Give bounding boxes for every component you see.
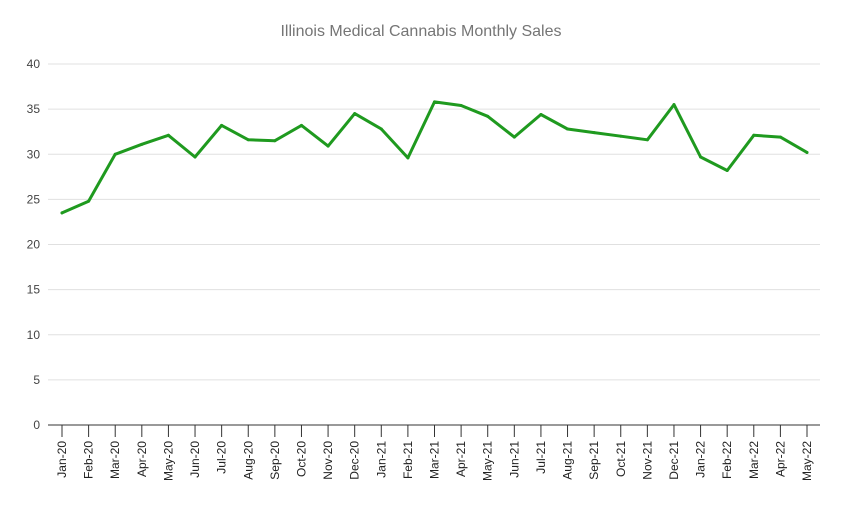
x-tick-label: Feb-22	[720, 441, 734, 479]
data-point	[619, 134, 623, 138]
y-tick-label: 10	[27, 328, 41, 342]
data-point	[672, 103, 676, 107]
data-point	[459, 104, 463, 108]
data-point	[166, 133, 170, 137]
data-point	[512, 135, 516, 139]
x-tick-label: May-20	[161, 441, 175, 481]
y-axis: 0 5 10 15 20 25 30 35 40	[27, 57, 41, 432]
data-point	[566, 127, 570, 131]
data-point	[539, 113, 543, 117]
x-tick-label: Aug-21	[561, 441, 575, 480]
data-point	[299, 123, 303, 127]
y-tick-label: 35	[27, 102, 41, 116]
x-tick-label: Mar-21	[428, 441, 442, 479]
x-tick-label: Jan-22	[694, 441, 708, 478]
y-tick-label: 30	[27, 147, 41, 161]
data-point	[645, 138, 649, 142]
x-tick-label: Mar-20	[108, 441, 122, 479]
data-point	[778, 135, 782, 139]
y-tick-label: 0	[33, 418, 40, 432]
data-point	[220, 123, 224, 127]
x-tick-label: Apr-22	[773, 441, 787, 477]
series-line	[60, 100, 809, 215]
data-point	[699, 155, 703, 159]
x-tick-label: Apr-20	[135, 441, 149, 477]
y-tick-label: 5	[33, 373, 40, 387]
y-tick-label: 40	[27, 57, 41, 71]
x-tick-label: Jun-20	[188, 441, 202, 478]
x-tick-label: Apr-21	[454, 441, 468, 477]
data-point	[60, 211, 64, 215]
x-tick-label: Oct-21	[614, 441, 628, 477]
data-point	[87, 199, 91, 203]
data-point	[725, 168, 729, 172]
gridlines	[48, 63, 820, 426]
x-tick-label: Nov-21	[640, 441, 654, 480]
data-point	[379, 127, 383, 131]
x-tick-label: Feb-20	[82, 441, 96, 479]
data-point	[406, 156, 410, 160]
x-tick-label: Dec-21	[667, 441, 681, 480]
x-tick-label: Sep-21	[587, 441, 601, 480]
x-tick-label: Nov-20	[321, 441, 335, 480]
data-point	[273, 139, 277, 143]
x-axis: Jan-20 Feb-20 Mar-20 Apr-20 May-20 Jun-20 Jul-…	[55, 425, 814, 481]
data-point	[433, 100, 436, 104]
x-tick-label: Jul-20	[215, 441, 229, 474]
x-tick-label: Mar-22	[747, 441, 761, 479]
data-point	[805, 150, 809, 154]
x-tick-label: Jun-21	[507, 441, 521, 478]
data-point	[140, 142, 144, 146]
series-layer	[60, 100, 809, 215]
x-tick-label: Jan-21	[374, 441, 388, 478]
x-tick-label: Feb-21	[401, 441, 415, 479]
y-tick-label: 25	[27, 192, 41, 206]
data-point	[326, 144, 330, 148]
x-tick-label: Jan-20	[55, 441, 69, 478]
x-tick-label: May-21	[481, 441, 495, 481]
x-tick-label: Jul-21	[534, 441, 548, 474]
data-point	[752, 133, 756, 137]
y-tick-label: 20	[27, 238, 41, 252]
data-point	[592, 131, 596, 135]
x-tick-label: Aug-20	[241, 441, 255, 480]
data-point	[193, 155, 197, 159]
data-point	[353, 112, 357, 116]
x-tick-label: Oct-20	[294, 441, 308, 477]
x-tick-label: May-22	[800, 441, 814, 481]
x-tick-label: Dec-20	[348, 441, 362, 480]
data-point	[246, 138, 250, 142]
data-point	[486, 114, 490, 118]
data-point	[113, 152, 117, 156]
x-tick-label: Sep-20	[268, 441, 282, 480]
chart-title: Illinois Medical Cannabis Monthly Sales	[280, 23, 561, 40]
y-tick-label: 15	[27, 283, 41, 297]
